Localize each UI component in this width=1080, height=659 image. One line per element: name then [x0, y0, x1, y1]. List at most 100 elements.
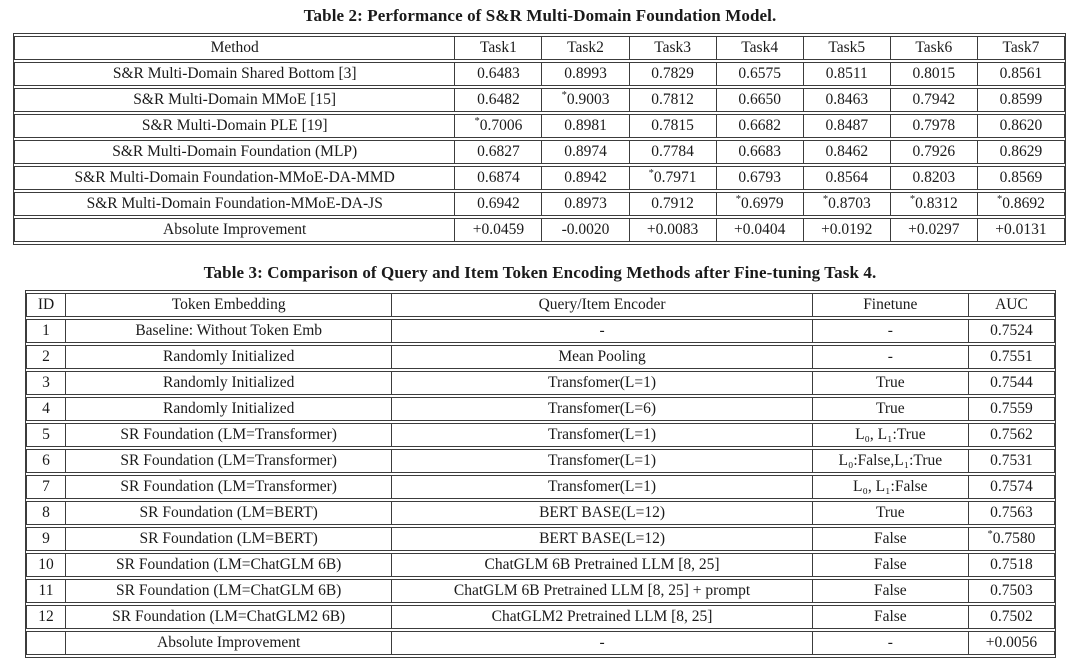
- table-cell: SR Foundation (LM=Transformer): [66, 423, 393, 447]
- column-header: Task5: [803, 36, 891, 60]
- best-marker: *: [474, 115, 480, 127]
- column-header: AUC: [968, 293, 1055, 317]
- table-cell: 7: [26, 475, 67, 499]
- table2-header-row: Method Task1 Task2 Task3 Task4 Task5 Task6 Task…: [14, 36, 1065, 60]
- table-cell: L₀, L₁:True: [812, 423, 969, 447]
- table-cell: Absolute Improvement: [66, 631, 393, 655]
- table-cell: 5: [26, 423, 67, 447]
- table-cell: SR Foundation (LM=ChatGLM 6B): [66, 579, 393, 603]
- table-cell: Transfomer(L=1): [392, 475, 813, 499]
- table-cell: L₀:False,L₁:True: [812, 449, 969, 473]
- table-cell: S&R Multi-Domain Shared Bottom [3]: [14, 62, 456, 86]
- table-cell: 0.7531: [968, 449, 1055, 473]
- table-cell: [26, 631, 67, 655]
- table-cell: 0.8629: [977, 140, 1065, 164]
- table-cell: 0.7574: [968, 475, 1055, 499]
- table-cell: SR Foundation (LM=BERT): [66, 527, 393, 551]
- table-cell: SR Foundation (LM=Transformer): [66, 475, 393, 499]
- table-cell: 0.8015: [890, 62, 978, 86]
- table-cell: 0.7544: [968, 371, 1055, 395]
- column-header: Task6: [890, 36, 978, 60]
- table-cell: 3: [26, 371, 67, 395]
- table-cell: 0.8620: [977, 114, 1065, 138]
- table-cell: -: [812, 631, 969, 655]
- table-cell: 0.8974: [542, 140, 630, 164]
- table-cell: SR Foundation (LM=Transformer): [66, 449, 393, 473]
- table-cell: 0.8511: [803, 62, 891, 86]
- table-cell: 0.7524: [968, 319, 1055, 343]
- table-cell: 0.7942: [890, 88, 978, 112]
- table-row: S&R Multi-Domain MMoE [15] 0.6482 *0.9003 0…: [14, 88, 1065, 112]
- table-cell: 0.8981: [542, 114, 630, 138]
- table-cell: Transfomer(L=1): [392, 423, 813, 447]
- table-row: 4 Randomly Initialized Transfomer(L=6) True…: [26, 397, 1055, 421]
- table-cell: +0.0297: [890, 218, 978, 242]
- table-cell: Absolute Improvement: [14, 218, 456, 242]
- table-cell: +0.0459: [455, 218, 543, 242]
- table-cell: 1: [26, 319, 67, 343]
- table-cell: 0.6942: [455, 192, 543, 216]
- table-row: Absolute Improvement - - +0.0056: [26, 631, 1055, 655]
- table-row: 7 SR Foundation (LM=Transformer) Transfome…: [26, 475, 1055, 499]
- table-cell: True: [812, 397, 969, 421]
- table-cell: 0.7551: [968, 345, 1055, 369]
- table-cell: *0.7006: [455, 114, 543, 138]
- table-cell: Transfomer(L=1): [392, 371, 813, 395]
- table-row: S&R Multi-Domain Shared Bottom [3] 0.6483…: [14, 62, 1065, 86]
- table-cell: 0.8462: [803, 140, 891, 164]
- column-header: Task2: [542, 36, 630, 60]
- table2-performance: Method Task1 Task2 Task3 Task4 Task5 Task6 Task…: [14, 34, 1065, 244]
- table-cell: True: [812, 501, 969, 525]
- table-cell: -0.0020: [542, 218, 630, 242]
- best-marker: *: [996, 193, 1003, 205]
- table-cell: 2: [26, 345, 67, 369]
- column-header: Finetune: [812, 293, 969, 317]
- table-cell: 0.7518: [968, 553, 1055, 577]
- best-marker: *: [909, 193, 916, 205]
- column-header: Task1: [455, 36, 543, 60]
- table-cell: *0.8703: [803, 192, 891, 216]
- table-cell: *0.6979: [716, 192, 804, 216]
- table-cell: 0.7812: [629, 88, 717, 112]
- table-cell: +0.0192: [803, 218, 891, 242]
- table-cell: -: [392, 319, 813, 343]
- table-cell: SR Foundation (LM=ChatGLM 6B): [66, 553, 393, 577]
- table-cell: S&R Multi-Domain MMoE [15]: [14, 88, 456, 112]
- table-cell: BERT BASE(L=12): [392, 527, 813, 551]
- table-row: 6 SR Foundation (LM=Transformer) Transfome…: [26, 449, 1055, 473]
- column-header: Method: [14, 36, 456, 60]
- best-marker: *: [561, 89, 567, 101]
- table-row: 8 SR Foundation (LM=BERT) BERT BASE(L=12) T…: [26, 501, 1055, 525]
- table-cell: 0.6482: [455, 88, 543, 112]
- table-cell: 4: [26, 397, 67, 421]
- table-cell: Randomly Initialized: [66, 345, 393, 369]
- column-header: Task3: [629, 36, 717, 60]
- table-cell: +0.0404: [716, 218, 804, 242]
- table3-header-row: ID Token Embedding Query/Item Encoder Finet…: [26, 293, 1055, 317]
- table-cell: S&R Multi-Domain Foundation (MLP): [14, 140, 456, 164]
- table-cell: -: [812, 345, 969, 369]
- table-cell: 0.7503: [968, 579, 1055, 603]
- table-cell: ChatGLM 6B Pretrained LLM [8, 25]: [392, 553, 813, 577]
- column-header: Query/Item Encoder: [392, 293, 813, 317]
- table-cell: 0.7912: [629, 192, 717, 216]
- table-cell: ChatGLM 6B Pretrained LLM [8, 25] + prom…: [392, 579, 813, 603]
- table-cell: 0.8564: [803, 166, 891, 190]
- table-row: S&R Multi-Domain PLE [19] *0.7006 0.8981 0.…: [14, 114, 1065, 138]
- table-cell: 0.8993: [542, 62, 630, 86]
- table-row: 1 Baseline: Without Token Emb - -0.7524: [26, 319, 1055, 343]
- table-row: 3 Randomly Initialized Transfomer(L=1) True…: [26, 371, 1055, 395]
- table-cell: False: [812, 553, 969, 577]
- table-cell: -: [812, 319, 969, 343]
- table3-frame: ID Token Embedding Query/Item Encoder Finet…: [25, 290, 1056, 658]
- best-marker: *: [822, 193, 829, 205]
- table-cell: Mean Pooling: [392, 345, 813, 369]
- table-cell: 0.6575: [716, 62, 804, 86]
- table-cell: 0.8569: [977, 166, 1065, 190]
- table-cell: +0.0056: [968, 631, 1055, 655]
- table-cell: ChatGLM2 Pretrained LLM [8, 25]: [392, 605, 813, 629]
- table3-title: Table 3: Comparison of Query and Item To…: [203, 263, 877, 282]
- table-cell: 0.7829: [629, 62, 717, 86]
- table-cell: 0.8973: [542, 192, 630, 216]
- table-cell: L₀, L₁:False: [812, 475, 969, 499]
